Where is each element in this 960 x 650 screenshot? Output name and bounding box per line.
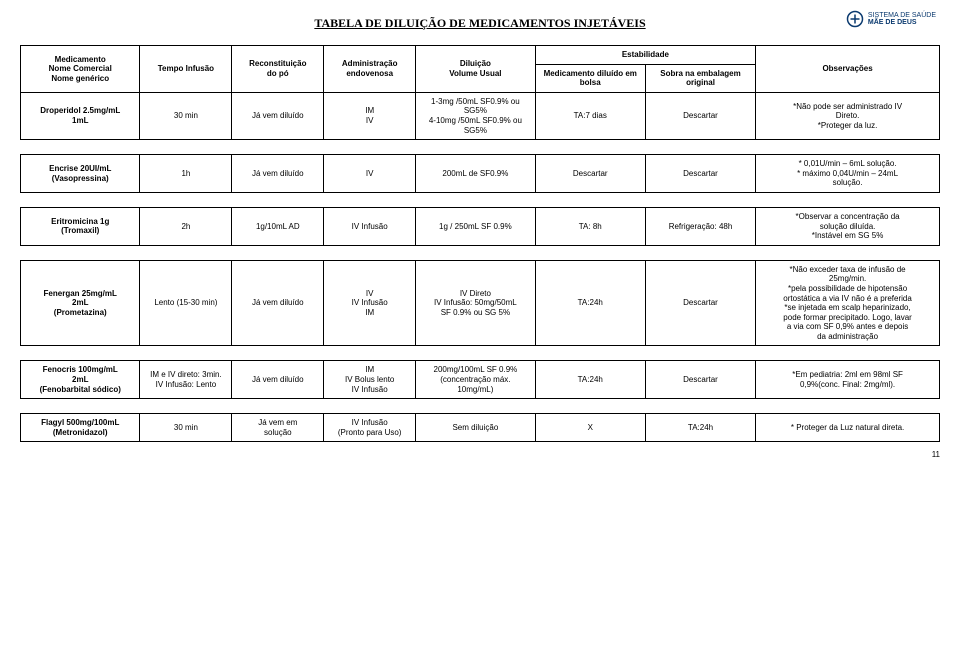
cell-est1: TA:7 dias [535, 92, 645, 139]
cell-recon: 1g/10mL AD [232, 207, 324, 245]
cell-est2: Refrigeração: 48h [645, 207, 755, 245]
cell-tempo: IM e IV direto: 3min.IV Infusão: Lento [140, 361, 232, 399]
th-est1: Medicamento diluído embolsa [535, 64, 645, 92]
cell-dilu: 200mL de SF0.9% [416, 155, 535, 193]
logo-icon [846, 10, 864, 28]
th-dilu: DiluiçãoVolume Usual [416, 46, 535, 93]
logo-line1: SISTEMA DE SAÚDE [868, 12, 936, 19]
cell-tempo: 1h [140, 155, 232, 193]
cell-obs: *Observar a concentração dasolução diluí… [756, 207, 940, 245]
cell-dilu: 200mg/100mL SF 0.9%(concentração máx.10m… [416, 361, 535, 399]
table-header: MedicamentoNome ComercialNome genérico T… [21, 46, 940, 93]
table-body: Droperidol 2.5mg/mL1mL30 minJá vem diluí… [21, 92, 940, 442]
th-est2: Sobra na embalagemoriginal [645, 64, 755, 92]
logo: SISTEMA DE SAÚDE MÃE DE DEUS [846, 10, 936, 28]
th-med: MedicamentoNome ComercialNome genérico [21, 46, 140, 93]
logo-line2: MÃE DE DEUS [868, 19, 936, 26]
cell-med: Droperidol 2.5mg/mL1mL [21, 92, 140, 139]
cell-obs: *Em pediatria: 2ml em 98ml SF0,9%(conc. … [756, 361, 940, 399]
logo-text: SISTEMA DE SAÚDE MÃE DE DEUS [868, 12, 936, 26]
cell-tempo: 30 min [140, 92, 232, 139]
cell-obs: * Proteger da Luz natural direta. [756, 414, 940, 442]
cell-dilu: Sem diluição [416, 414, 535, 442]
cell-admin: IVIV InfusãoIM [324, 260, 416, 346]
cell-med: Fenocris 100mg/mL2mL(Fenobarbital sódico… [21, 361, 140, 399]
cell-admin: IV [324, 155, 416, 193]
cell-est1: TA:24h [535, 361, 645, 399]
medication-table: MedicamentoNome ComercialNome genérico T… [20, 45, 940, 442]
cell-obs: *Não exceder taxa de infusão de25mg/min.… [756, 260, 940, 346]
cell-med: Flagyl 500mg/100mL(Metronidazol) [21, 414, 140, 442]
cell-recon: Já vem diluído [232, 92, 324, 139]
cell-med: Fenergan 25mg/mL2mL(Prometazina) [21, 260, 140, 346]
cell-est1: TA: 8h [535, 207, 645, 245]
cell-obs: * 0,01U/min – 6mL solução.* máximo 0,04U… [756, 155, 940, 193]
cell-admin: IMIV [324, 92, 416, 139]
cell-recon: Já vem emsolução [232, 414, 324, 442]
cell-est2: Descartar [645, 361, 755, 399]
cell-est1: X [535, 414, 645, 442]
cell-est2: TA:24h [645, 414, 755, 442]
cell-dilu: IV DiretoIV Infusão: 50mg/50mLSF 0.9% ou… [416, 260, 535, 346]
cell-est2: Descartar [645, 155, 755, 193]
cell-dilu: 1-3mg /50mL SF0.9% ouSG5%4-10mg /50mL SF… [416, 92, 535, 139]
cell-tempo: 2h [140, 207, 232, 245]
cell-dilu: 1g / 250mL SF 0.9% [416, 207, 535, 245]
cell-recon: Já vem diluído [232, 260, 324, 346]
cell-recon: Já vem diluído [232, 361, 324, 399]
cell-obs: *Não pode ser administrado IVDireto.*Pro… [756, 92, 940, 139]
table-row: Droperidol 2.5mg/mL1mL30 minJá vem diluí… [21, 92, 940, 139]
table-row: Eritromicina 1g(Tromaxil)2h1g/10mL ADIV … [21, 207, 940, 245]
cell-admin: IMIV Bolus lentoIV Infusão [324, 361, 416, 399]
th-recon: Reconstituiçãodo pó [232, 46, 324, 93]
th-admin: Administraçãoendovenosa [324, 46, 416, 93]
page-number: 11 [20, 450, 940, 459]
th-tempo: Tempo Infusão [140, 46, 232, 93]
table-row: Flagyl 500mg/100mL(Metronidazol)30 minJá… [21, 414, 940, 442]
cell-recon: Já vem diluído [232, 155, 324, 193]
cell-tempo: 30 min [140, 414, 232, 442]
th-est: Estabilidade [535, 46, 756, 65]
page-title: TABELA DE DILUIÇÃO DE MEDICAMENTOS INJET… [20, 16, 940, 31]
cell-admin: IV Infusão [324, 207, 416, 245]
cell-est1: Descartar [535, 155, 645, 193]
table-row: Encrise 20UI/mL(Vasopressina)1hJá vem di… [21, 155, 940, 193]
cell-med: Eritromicina 1g(Tromaxil) [21, 207, 140, 245]
cell-admin: IV Infusão(Pronto para Uso) [324, 414, 416, 442]
table-row: Fenocris 100mg/mL2mL(Fenobarbital sódico… [21, 361, 940, 399]
cell-med: Encrise 20UI/mL(Vasopressina) [21, 155, 140, 193]
cell-est1: TA:24h [535, 260, 645, 346]
cell-tempo: Lento (15-30 min) [140, 260, 232, 346]
cell-est2: Descartar [645, 260, 755, 346]
th-obs: Observações [756, 46, 940, 93]
table-row: Fenergan 25mg/mL2mL(Prometazina)Lento (1… [21, 260, 940, 346]
cell-est2: Descartar [645, 92, 755, 139]
